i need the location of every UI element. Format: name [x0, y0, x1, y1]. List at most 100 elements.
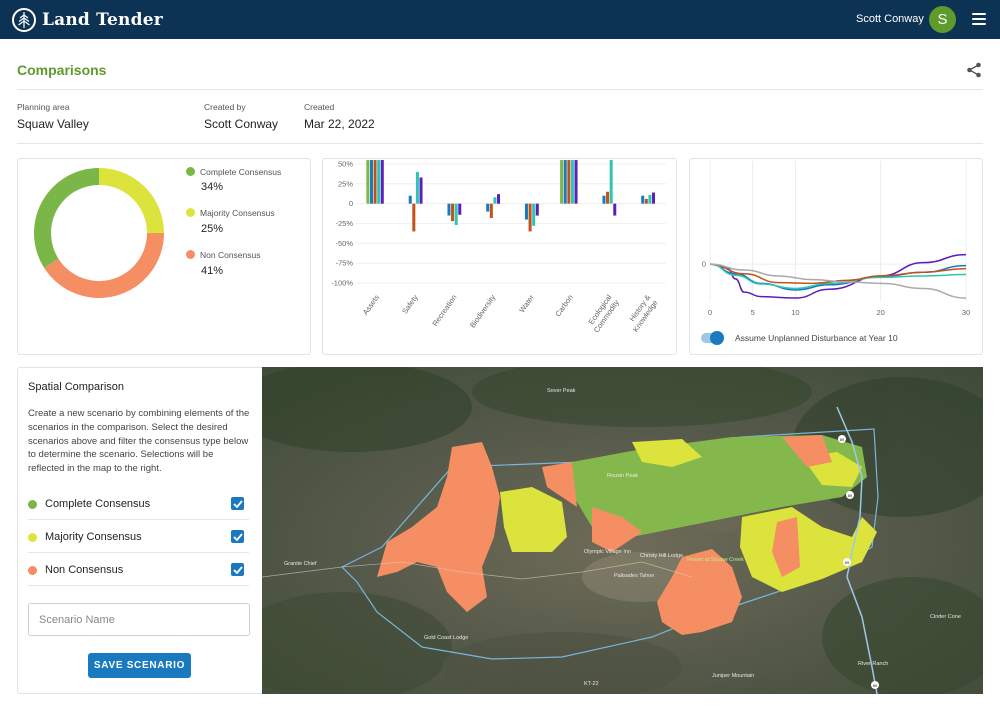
line-series-2[interactable]	[709, 263, 967, 291]
bar-biodiversity-series-3[interactable]	[489, 203, 493, 218]
bar-history-knowledge-series-5[interactable]	[652, 192, 656, 204]
non-consensus-filter-label: Non Consensus	[45, 564, 124, 576]
bar-history-knowledge-series-2[interactable]	[641, 195, 645, 204]
bar-water-series-2[interactable]	[524, 203, 528, 220]
trajectory-line-chart: 0 5 10 20 30 0	[702, 161, 970, 317]
bar-chart-y-tick-label: -100%	[331, 279, 353, 288]
bar-biodiversity-series-4[interactable]	[493, 197, 497, 204]
bar-carbon-series-1[interactable]	[560, 160, 564, 204]
trajectory-line-chart-card	[689, 158, 983, 355]
bar-water-series-3[interactable]	[528, 203, 532, 232]
bar-assets-series-2[interactable]	[369, 160, 373, 204]
bar-water-series-4[interactable]	[532, 203, 536, 226]
non-consensus-zone	[772, 517, 800, 577]
map-label-juniper-mountain: Juniper Mountain	[712, 673, 754, 679]
bar-assets-series-5[interactable]	[380, 160, 384, 204]
top-navigation-bar: Land Tender Scott Conway S	[0, 0, 1000, 39]
line-chart-y-tick-label: 0	[702, 260, 706, 269]
save-scenario-button[interactable]: SAVE SCENARIO	[88, 653, 191, 678]
satellite-map[interactable]: 89 89 89 89 Sover Peak Rousin Peak Olymp…	[262, 367, 983, 694]
share-icon[interactable]	[966, 62, 982, 78]
bar-chart-y-tick-label: -50%	[335, 239, 353, 248]
metrics-bar-chart: 50% 25% 0 -25% -50% -75% -100% Assets Safety Rec…	[331, 160, 666, 334]
line-series-5[interactable]	[709, 263, 967, 299]
complete-consensus-filter[interactable]: Complete Consensus	[28, 487, 249, 520]
bar-recreation-series-4[interactable]	[454, 203, 458, 226]
line-series-4[interactable]	[709, 263, 967, 285]
bar-safety-series-2[interactable]	[408, 195, 412, 204]
bar-ecological-commodity-series-2[interactable]	[602, 195, 606, 204]
bar-carbon-series-5[interactable]	[574, 160, 578, 204]
majority-consensus-percent: 25%	[201, 223, 224, 235]
donut-slice-complete-consensus[interactable]	[34, 168, 100, 268]
hamburger-menu-icon[interactable]	[972, 13, 986, 25]
line-series-3[interactable]	[709, 263, 967, 290]
bar-assets-series-4[interactable]	[377, 160, 381, 204]
bar-recreation-series-5[interactable]	[458, 203, 462, 215]
app-name: Land Tender	[42, 9, 163, 30]
bar-recreation-series-3[interactable]	[451, 203, 455, 222]
planning-area-value: Squaw Valley	[17, 117, 89, 131]
non-consensus-zone	[782, 435, 832, 467]
bar-biodiversity-series-5[interactable]	[497, 194, 501, 204]
bar-ecological-commodity-series-5[interactable]	[613, 203, 617, 216]
donut-slice-non-consensus[interactable]	[44, 233, 165, 298]
disturbance-toggle-knob[interactable]	[710, 331, 724, 345]
planning-area-label: Planning area	[17, 102, 70, 112]
created-by-value: Scott Conway	[204, 117, 279, 131]
complete-consensus-dot	[186, 167, 195, 176]
majority-consensus-checkbox[interactable]	[231, 530, 244, 543]
bar-history-knowledge-series-4[interactable]	[648, 194, 652, 204]
map-label-olympic-village: Olympic Village Inn	[584, 549, 631, 555]
map-label-resort-squaw-creek: Resort at Squaw Creek	[687, 557, 744, 563]
non-consensus-filter[interactable]: Non Consensus	[28, 553, 249, 586]
tree-icon	[12, 7, 36, 32]
bar-biodiversity-series-2[interactable]	[486, 203, 490, 212]
bar-safety-series-3[interactable]	[412, 203, 416, 232]
bar-recreation-series-2[interactable]	[447, 203, 451, 216]
svg-text:89: 89	[845, 560, 850, 565]
bar-ecological-commodity-series-3[interactable]	[606, 191, 610, 204]
checkmark-icon	[232, 499, 243, 508]
bar-carbon-series-4[interactable]	[570, 160, 574, 204]
complete-consensus-percent: 34%	[201, 181, 224, 193]
non-consensus-percent: 41%	[201, 265, 224, 277]
non-consensus-zone	[377, 442, 500, 612]
highway-89-badge: 89	[871, 681, 879, 689]
svg-text:89: 89	[848, 493, 853, 498]
bar-ecological-commodity-series-4[interactable]	[609, 160, 613, 204]
majority-consensus-zone	[740, 507, 877, 592]
page-title: Comparisons	[17, 62, 107, 78]
non-consensus-checkbox[interactable]	[231, 563, 244, 576]
map-label-christy-hill-lodge: Christy Hill Lodge	[640, 553, 683, 559]
user-name[interactable]: Scott Conway	[856, 13, 924, 25]
map-label-gold-coast-lodge: Gold Coast Lodge	[424, 635, 468, 641]
bar-carbon-series-2[interactable]	[563, 160, 567, 204]
bar-chart-x-label-water: Water	[517, 293, 536, 315]
scenario-name-input[interactable]	[28, 603, 250, 636]
highway-89-badge: 89	[846, 491, 854, 499]
majority-consensus-filter-label: Majority Consensus	[45, 531, 142, 543]
line-chart-x-tick-label: 0	[708, 308, 712, 317]
bar-assets-series-1[interactable]	[366, 160, 370, 204]
majority-consensus-zone	[500, 487, 567, 552]
majority-consensus-filter[interactable]: Majority Consensus	[28, 520, 249, 553]
created-value: Mar 22, 2022	[304, 117, 375, 131]
avatar[interactable]: S	[929, 6, 956, 33]
created-label: Created	[304, 102, 335, 112]
complete-consensus-checkbox[interactable]	[231, 497, 244, 510]
bar-safety-series-5[interactable]	[419, 177, 423, 204]
river	[836, 406, 878, 694]
map-label-cinder-cone: Cinder Cone	[930, 614, 961, 620]
bar-chart-x-label-biodiversity: Biodiversity	[468, 293, 498, 330]
bar-safety-series-4[interactable]	[415, 171, 419, 204]
bar-chart-y-tick-label: 25%	[338, 179, 353, 188]
donut-slice-majority-consensus[interactable]	[99, 168, 164, 233]
app-logo[interactable]: Land Tender	[12, 7, 163, 32]
bar-assets-series-3[interactable]	[373, 160, 377, 204]
bar-carbon-series-3[interactable]	[567, 160, 571, 204]
bar-water-series-5[interactable]	[535, 203, 539, 216]
bar-chart-y-tick-label: 50%	[338, 160, 353, 169]
bar-history-knowledge-series-3[interactable]	[644, 198, 648, 204]
divider	[17, 89, 983, 90]
